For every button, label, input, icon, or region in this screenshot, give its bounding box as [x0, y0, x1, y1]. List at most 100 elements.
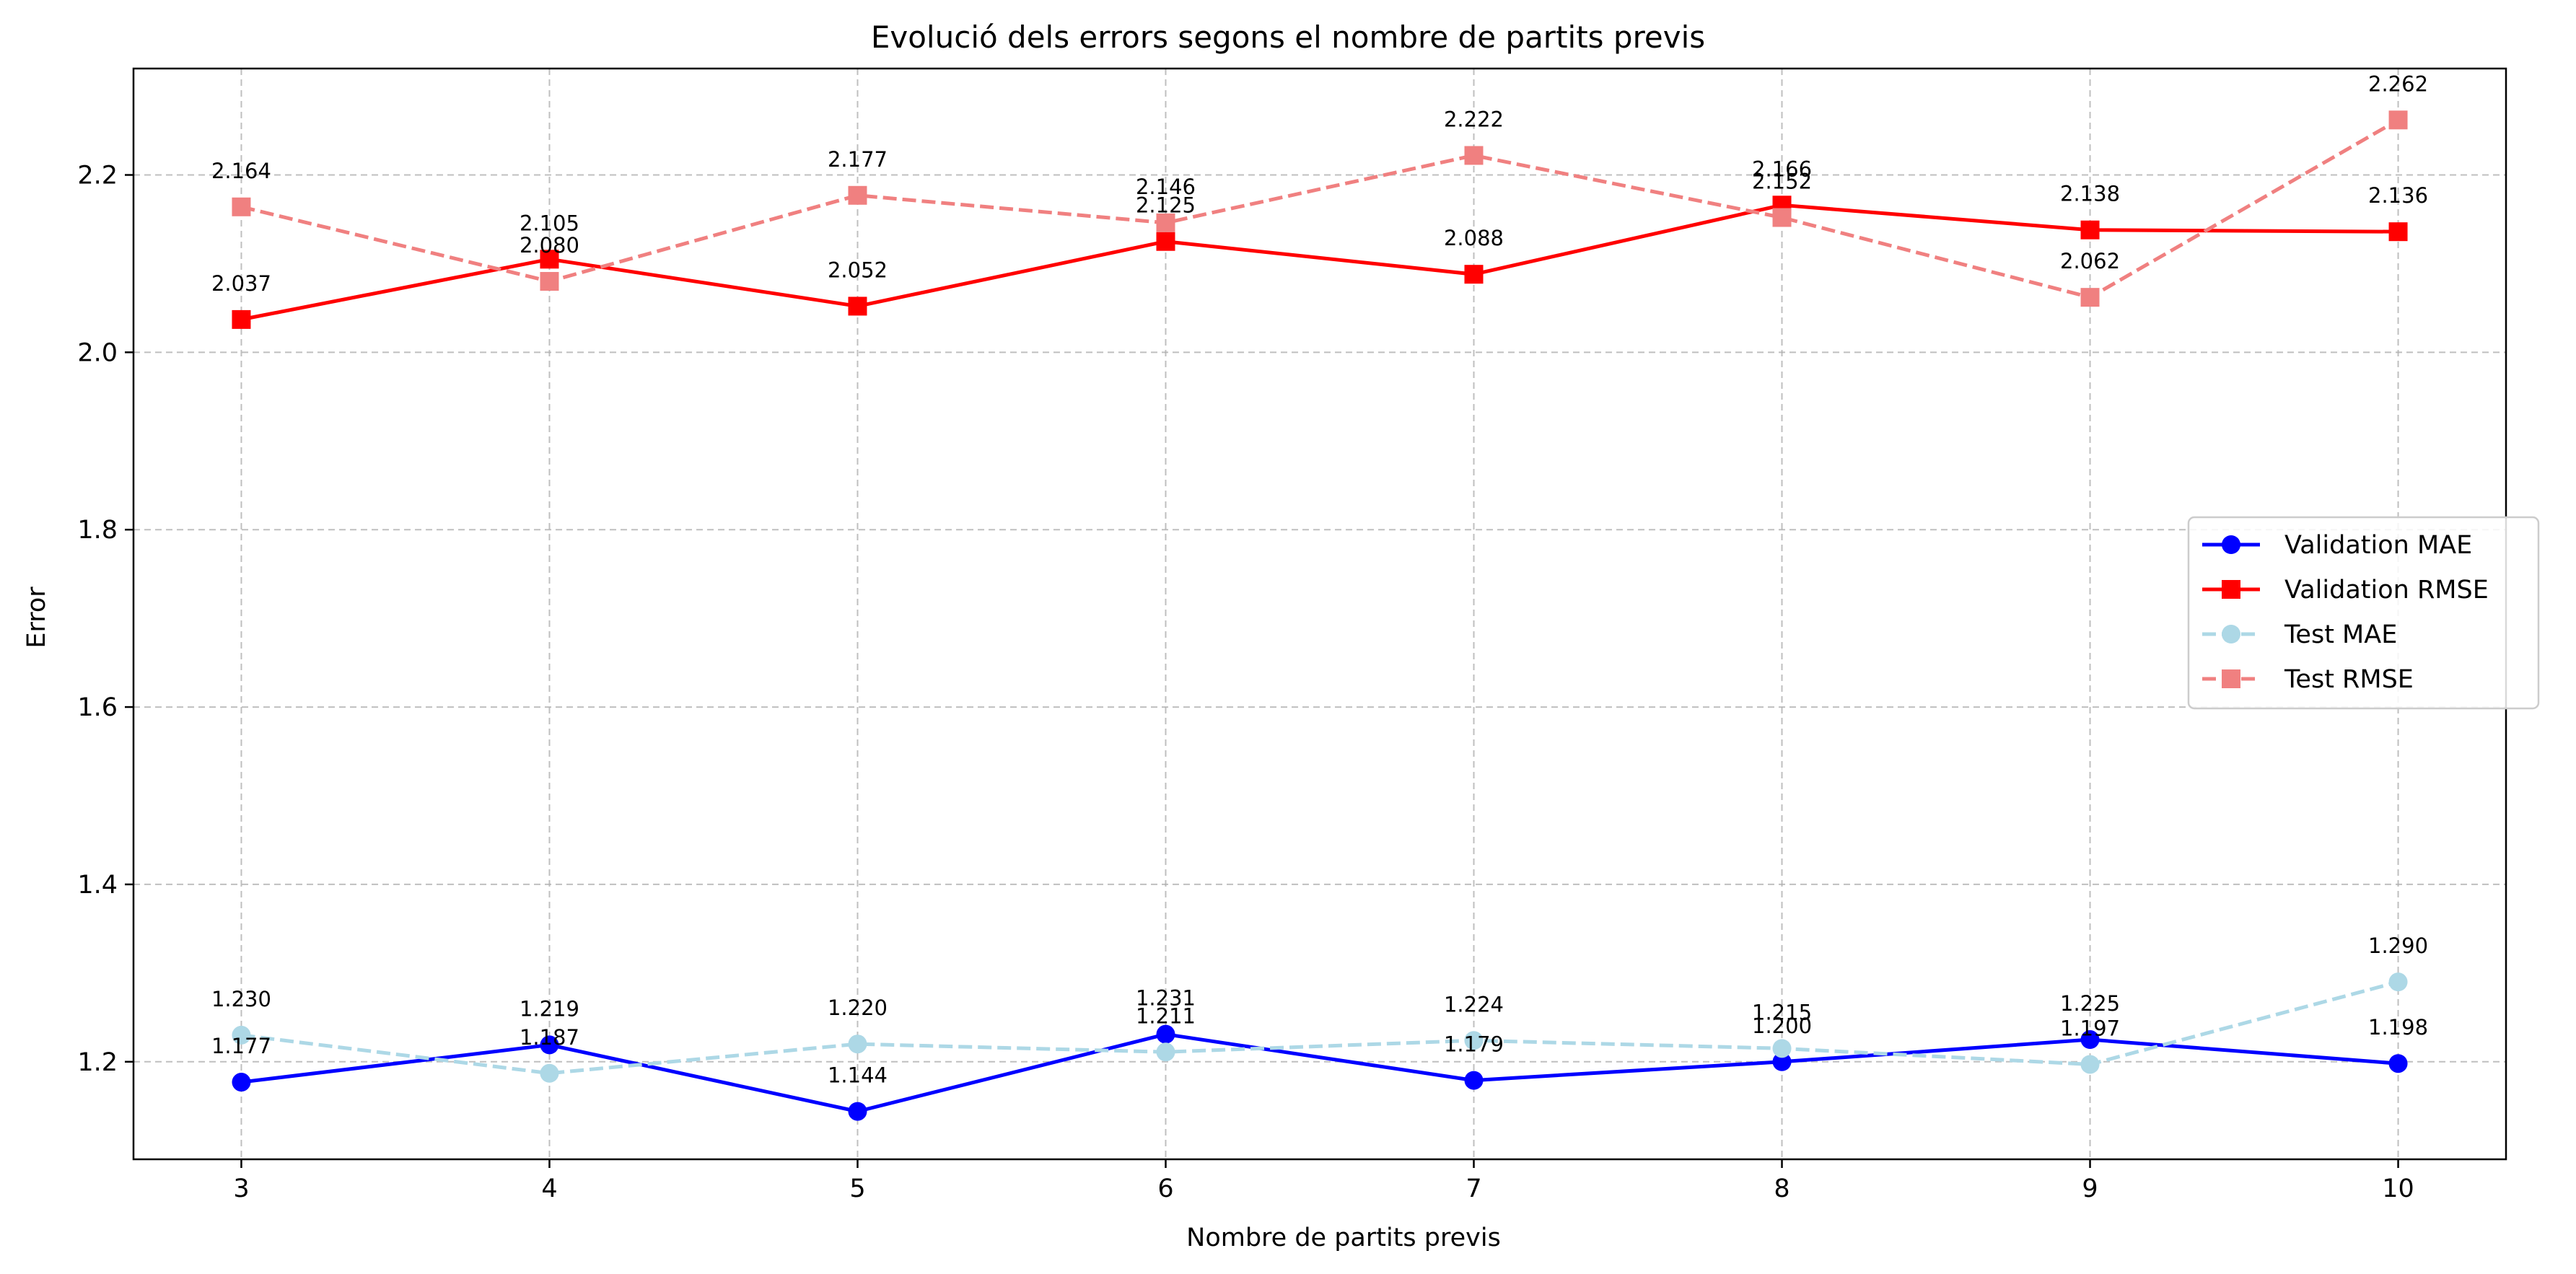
- legend-marker-validation-mae: [2222, 535, 2240, 554]
- data-point-validation-rmse: [540, 250, 559, 269]
- data-label-test-mae: 1.230: [211, 987, 271, 1011]
- legend-label-test-rmse: Test RMSE: [2284, 665, 2414, 694]
- legend: Validation MAE Validation RMSE Test MAE Tes…: [2187, 516, 2540, 710]
- data-label-validation-mae: 1.200: [1752, 1014, 1812, 1038]
- data-label-validation-mae: 1.198: [2368, 1015, 2428, 1040]
- legend-item-validation-rmse: Validation RMSE: [2202, 576, 2489, 605]
- data-point-validation-rmse: [2080, 220, 2100, 240]
- data-point-test-rmse: [2388, 110, 2408, 130]
- x-tick-label: 3: [233, 1174, 249, 1203]
- series-layer: [232, 110, 2408, 1121]
- data-point-test-rmse: [540, 272, 559, 291]
- data-point-validation-mae: [1464, 1071, 1484, 1090]
- data-label-test-rmse: 2.146: [1136, 175, 1196, 199]
- data-point-validation-mae: [2080, 1030, 2100, 1050]
- axis-ticks: 3 4 5 6 7 8 9 10 1.2 1.4 1.6 1.8 2.0 2.2: [77, 162, 2414, 1203]
- data-label-validation-rmse: 2.052: [828, 258, 888, 282]
- data-label-validation-mae: 1.225: [2060, 991, 2120, 1016]
- legend-label-test-mae: Test MAE: [2284, 620, 2397, 649]
- data-point-validation-mae: [2388, 1054, 2408, 1073]
- data-point-test-rmse: [1464, 146, 1484, 165]
- data-point-test-rmse: [1772, 208, 1792, 227]
- data-point-validation-mae: [848, 1102, 867, 1121]
- legend-marker-test-mae: [2222, 625, 2240, 643]
- data-label-validation-mae: 1.144: [828, 1063, 888, 1088]
- data-label-validation-rmse: 2.088: [1444, 226, 1504, 250]
- data-label-test-rmse: 2.164: [211, 159, 271, 183]
- legend-marker-validation-rmse: [2222, 580, 2240, 599]
- legend-label-validation-mae: Validation MAE: [2284, 531, 2472, 560]
- data-label-test-mae: 1.187: [520, 1025, 579, 1050]
- data-point-validation-mae: [232, 1073, 251, 1092]
- data-label-test-mae: 1.215: [1752, 1000, 1812, 1024]
- x-tick-label: 8: [1774, 1174, 1789, 1203]
- series-line-validation-mae: [241, 1032, 2398, 1114]
- y-tick-label: 2.0: [77, 338, 118, 367]
- data-point-test-mae: [2388, 972, 2408, 992]
- x-tick-label: 6: [1157, 1174, 1173, 1203]
- legend-item-validation-mae: Validation MAE: [2202, 531, 2472, 560]
- data-label-validation-mae: 1.231: [1136, 986, 1196, 1011]
- data-label-test-rmse: 2.080: [520, 233, 579, 258]
- x-tick-label: 7: [1466, 1174, 1481, 1203]
- legend-item-test-rmse: Test RMSE: [2202, 665, 2414, 694]
- data-point-validation-mae: [1772, 1052, 1792, 1071]
- data-label-validation-rmse: 2.105: [520, 211, 579, 235]
- x-tick-label: 9: [2082, 1174, 2098, 1203]
- legend-marker-test-rmse: [2222, 669, 2240, 688]
- data-point-test-mae: [1464, 1031, 1484, 1050]
- series-test-mae: [232, 972, 2408, 1083]
- y-tick-label: 1.8: [77, 516, 118, 545]
- data-label-test-rmse: 2.262: [2368, 71, 2428, 96]
- data-label-test-rmse: 2.177: [828, 147, 888, 172]
- data-point-test-mae: [1772, 1039, 1792, 1058]
- data-label-validation-rmse: 2.125: [1136, 193, 1196, 218]
- data-label-validation-mae: 1.179: [1444, 1032, 1504, 1057]
- data-point-validation-rmse: [848, 296, 867, 316]
- x-tick-label: 5: [849, 1174, 865, 1203]
- data-point-validation-rmse: [1156, 232, 1175, 251]
- legend-item-test-mae: Test MAE: [2202, 620, 2397, 649]
- data-point-test-mae: [848, 1034, 867, 1054]
- series-test-rmse: [232, 110, 2408, 307]
- data-point-validation-rmse: [232, 309, 251, 329]
- data-point-validation-rmse: [1464, 265, 1484, 284]
- series-line-test-rmse: [240, 118, 2399, 299]
- y-tick-label: 2.2: [77, 162, 118, 190]
- legend-label-validation-rmse: Validation RMSE: [2284, 576, 2489, 605]
- data-label-test-mae: 1.224: [1444, 992, 1504, 1016]
- data-label-test-rmse: 2.062: [2060, 249, 2120, 273]
- data-label-test-mae: 1.211: [1136, 1003, 1196, 1028]
- series-line-test-mae: [241, 980, 2399, 1076]
- data-label-test-rmse: 2.152: [1752, 170, 1812, 194]
- data-point-validation-mae: [540, 1035, 559, 1055]
- data-label-test-rmse: 2.222: [1444, 107, 1504, 131]
- data-labels: 1.177 1.219 1.144 1.231 1.179 1.200 1.225 1.198…: [211, 71, 2428, 1087]
- data-label-validation-rmse: 2.166: [1752, 157, 1812, 181]
- data-label-validation-mae: 1.177: [211, 1034, 271, 1058]
- x-tick-label: 4: [541, 1174, 557, 1203]
- y-tick-label: 1.4: [77, 871, 118, 900]
- series-validation-mae: [232, 1024, 2408, 1121]
- legend-box: [2187, 516, 2540, 710]
- y-tick-label: 1.6: [77, 693, 118, 722]
- data-point-test-mae: [1156, 1042, 1175, 1062]
- data-label-validation-mae: 1.219: [520, 996, 579, 1021]
- data-point-test-mae: [232, 1025, 251, 1045]
- data-point-test-mae: [2080, 1055, 2100, 1074]
- grid: [133, 69, 2506, 1159]
- data-label-test-mae: 1.290: [2368, 933, 2428, 958]
- x-axis-label: Nombre de partits previs: [1186, 1224, 1501, 1252]
- data-point-test-rmse: [1156, 213, 1175, 232]
- data-label-validation-rmse: 2.037: [211, 271, 271, 296]
- data-point-test-rmse: [2080, 288, 2100, 307]
- x-tick-label: 10: [2382, 1174, 2414, 1203]
- y-tick-label: 1.2: [77, 1048, 118, 1077]
- data-point-validation-rmse: [2388, 222, 2408, 242]
- data-point-test-rmse: [848, 185, 867, 205]
- data-point-test-rmse: [232, 197, 251, 216]
- data-label-validation-rmse: 2.138: [2060, 182, 2120, 206]
- data-point-test-mae: [540, 1063, 559, 1083]
